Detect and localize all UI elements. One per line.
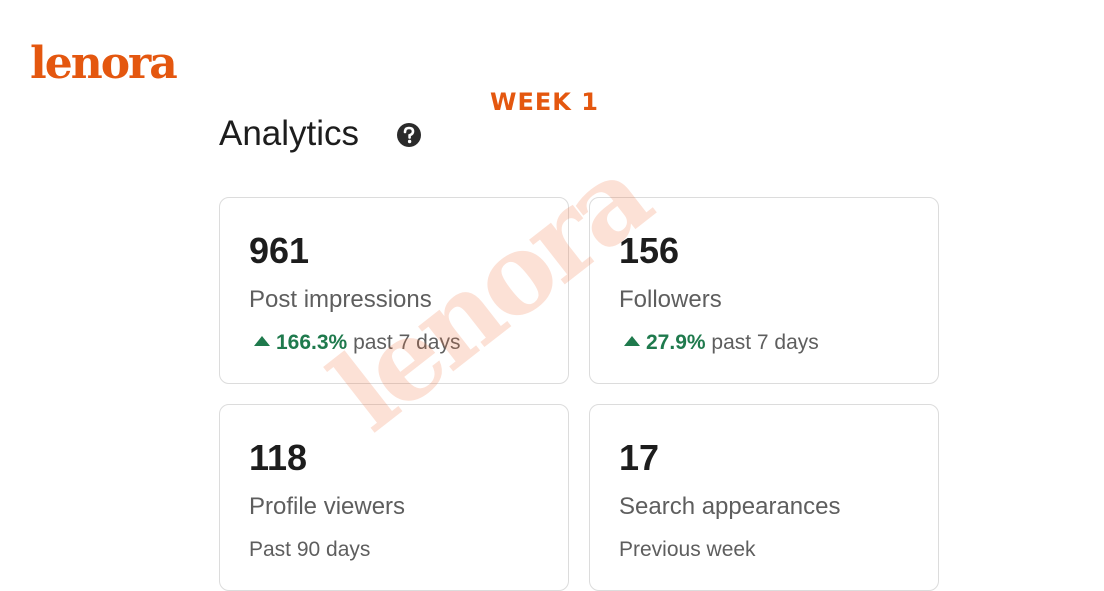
help-icon[interactable]	[396, 122, 422, 148]
stat-label: Profile viewers	[249, 493, 406, 520]
stat-label: Post impressions	[249, 286, 432, 313]
stat-card[interactable]: 961 Post impressions 166.3% past 7 days	[219, 197, 569, 384]
week-label: WEEK 1	[490, 88, 599, 116]
stat-card[interactable]: 118 Profile viewers Past 90 days	[219, 404, 569, 591]
trend-up-icon	[254, 336, 270, 346]
stat-value: 17	[619, 437, 660, 478]
stat-value: 961	[249, 230, 310, 271]
stat-period: Past 90 days	[249, 538, 371, 561]
stat-period: Previous week	[619, 538, 756, 561]
stat-subtitle: 27.9% past 7 days	[619, 331, 819, 355]
stat-period: past 7 days	[353, 331, 461, 354]
page-title: Analytics	[219, 114, 360, 153]
stat-value: 156	[619, 230, 680, 271]
stat-subtitle: Previous week	[619, 538, 756, 562]
stat-change: 27.9%	[646, 331, 706, 354]
stat-card[interactable]: 17 Search appearances Previous week	[589, 404, 939, 591]
stat-value: 118	[249, 437, 308, 478]
stat-label: Followers	[619, 286, 722, 313]
stat-card[interactable]: 156 Followers 27.9% past 7 days	[589, 197, 939, 384]
stat-subtitle: Past 90 days	[249, 538, 370, 562]
stat-subtitle: 166.3% past 7 days	[249, 331, 460, 355]
stat-period: past 7 days	[711, 331, 819, 354]
stat-label: Search appearances	[619, 493, 841, 520]
stat-change: 166.3%	[276, 331, 348, 354]
logo: lenora	[30, 38, 178, 89]
trend-up-icon	[624, 336, 640, 346]
